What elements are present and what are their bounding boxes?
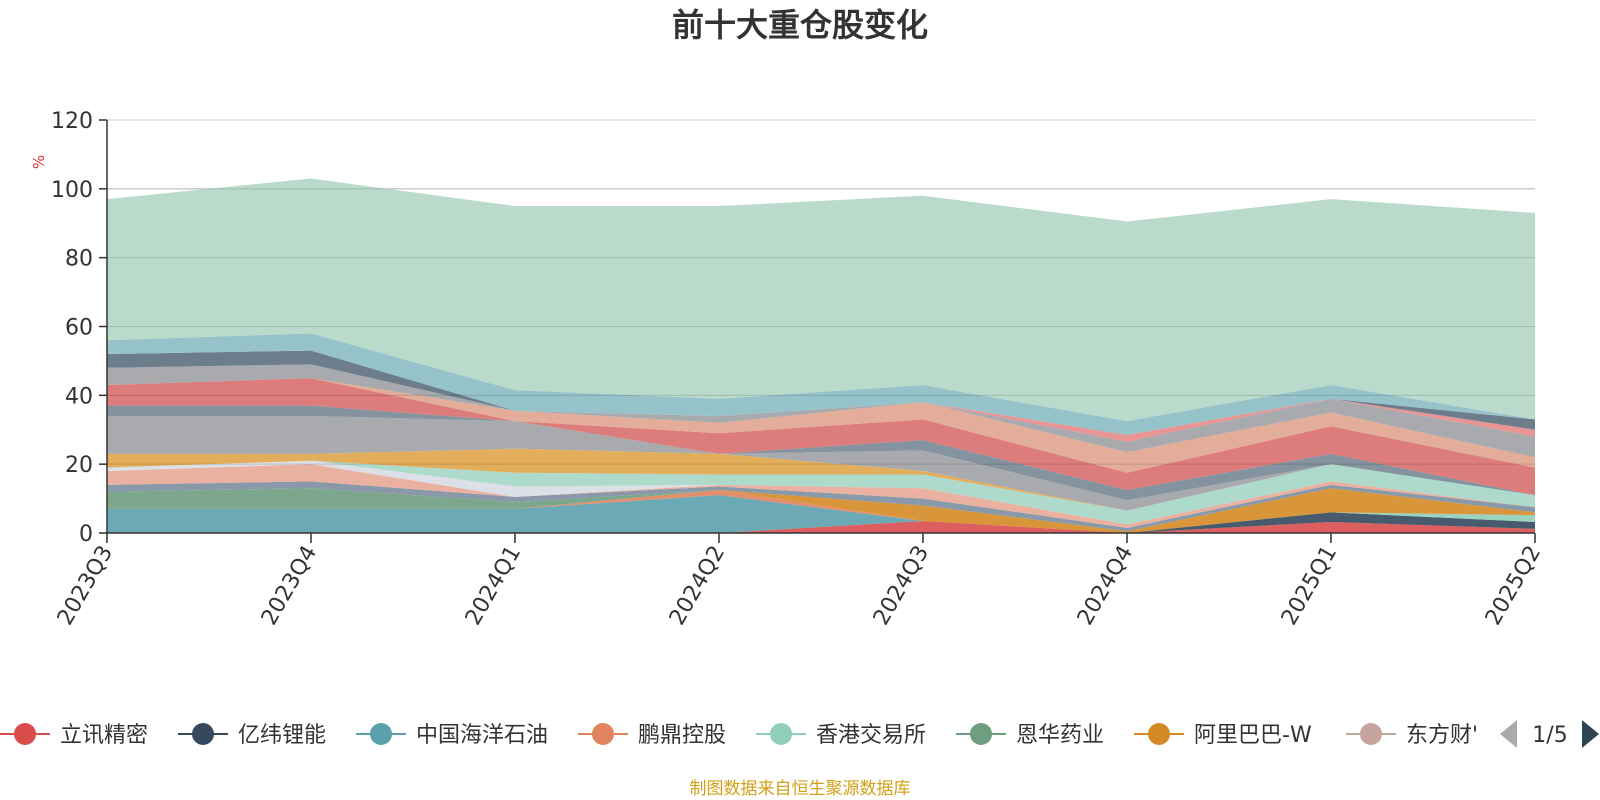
legend-marker — [370, 723, 392, 745]
legend-item[interactable]: 鹏鼎控股 — [578, 723, 726, 748]
x-tick-label: 2024Q1 — [461, 542, 526, 630]
legend-next-icon[interactable] — [1582, 720, 1599, 748]
area-layer-13 — [107, 178, 1535, 422]
chart-title: 前十大重仓股变化 — [672, 6, 928, 44]
legend-item[interactable]: 立讯精密 — [0, 723, 148, 748]
legend-marker — [1360, 723, 1382, 745]
area-layer-9 — [107, 364, 1535, 458]
area-layer-5 — [107, 415, 1535, 511]
area-series-2 — [107, 495, 1535, 533]
x-tick-label: 2023Q3 — [53, 542, 118, 630]
y-tick-label: 0 — [79, 522, 93, 547]
source-note: 制图数据来自恒生聚源数据库 — [690, 779, 911, 799]
y-tick-label: 80 — [65, 247, 93, 272]
legend-marker — [970, 723, 992, 745]
x-tick-label: 2025Q1 — [1277, 542, 1342, 630]
legend-item[interactable]: 阿里巴巴-W — [1134, 723, 1312, 748]
area-layer-1 — [107, 464, 1535, 528]
legend-marker — [592, 723, 614, 745]
legend-label: 恩华药业 — [1016, 723, 1104, 748]
legend-label: 立讯精密 — [60, 723, 148, 748]
legend-prev-icon[interactable] — [1500, 720, 1517, 748]
area-series-1 — [107, 512, 1535, 533]
x-tick-label: 2024Q4 — [1073, 542, 1138, 630]
legend-item[interactable]: 东方财' — [1346, 723, 1478, 748]
legend-marker — [192, 723, 214, 745]
y-tick-label: 100 — [51, 178, 93, 203]
x-tick-label: 2025Q2 — [1481, 542, 1546, 630]
legend-marker — [770, 723, 792, 745]
area-layer-6 — [107, 405, 1535, 501]
legend-marker — [1148, 723, 1170, 745]
x-tick-label: 2023Q4 — [257, 542, 322, 630]
legend-label: 鹏鼎控股 — [638, 723, 726, 748]
area-layer-3 — [107, 460, 1535, 525]
stacked-areas — [107, 178, 1535, 533]
area-layer-0 — [107, 481, 1535, 532]
area-layer-4 — [107, 448, 1535, 511]
legend-marker — [14, 723, 36, 745]
legend-item[interactable]: 恩华药业 — [956, 723, 1104, 748]
area-series-5 — [107, 488, 1535, 533]
legend: 立讯精密 亿纬锂能 中国海洋石油 鹏鼎控股 香港交易所 恩华药业 阿里巴巴-W 东方财' 1/5 — [0, 720, 1599, 748]
legend-item[interactable]: 亿纬锂能 — [178, 723, 326, 748]
area-layer-11 — [107, 350, 1535, 435]
legend-label: 香港交易所 — [816, 723, 926, 748]
legend-item[interactable]: 中国海洋石油 — [356, 723, 548, 748]
legend-label: 中国海洋石油 — [416, 723, 548, 748]
y-tick-label: 60 — [65, 316, 93, 341]
legend-label: 东方财' — [1406, 723, 1478, 748]
area-layer-7 — [107, 378, 1535, 496]
x-tick-label: 2024Q2 — [665, 542, 730, 630]
legend-page-indicator: 1/5 — [1532, 723, 1567, 748]
area-layer-8 — [107, 378, 1535, 473]
area-series-0 — [107, 520, 1535, 533]
legend-item[interactable]: 香港交易所 — [756, 723, 926, 748]
x-tick-label: 2024Q3 — [869, 542, 934, 630]
y-axis-label: % — [30, 155, 48, 169]
y-tick-label: 120 — [51, 109, 93, 134]
legend-label: 阿里巴巴-W — [1194, 723, 1312, 748]
legend-label: 亿纬锂能 — [238, 723, 326, 748]
y-tick-label: 40 — [65, 384, 93, 409]
y-tick-label: 20 — [65, 453, 93, 478]
area-layer-12 — [107, 333, 1535, 435]
area-series-6 — [107, 488, 1535, 533]
